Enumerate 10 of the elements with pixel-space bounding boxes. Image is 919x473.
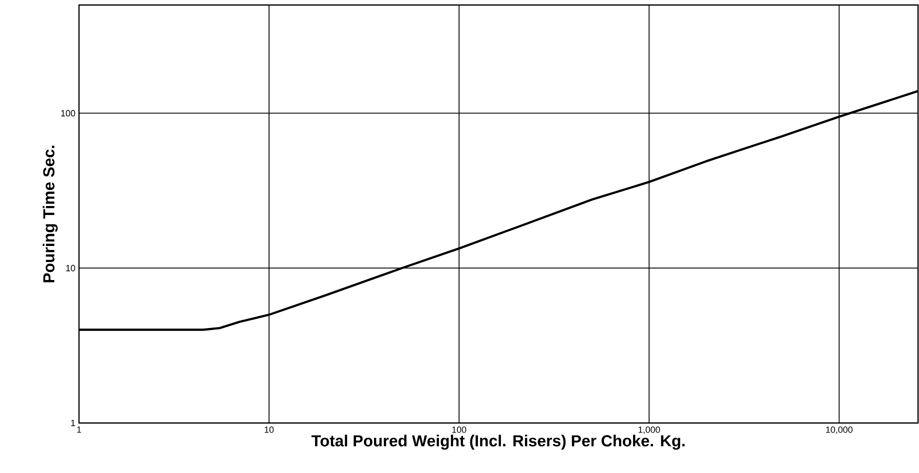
y-tick-label: 10 — [66, 264, 76, 272]
x-tick-label: 1 — [77, 426, 82, 433]
x-tick-label: 10 — [264, 426, 274, 433]
y-tick-label: 100 — [61, 110, 76, 116]
y-axis-title: Pouring Time Sec. — [42, 146, 58, 282]
y-tick-label: 1 — [71, 420, 76, 426]
x-axis-title: Total Poured Weight (Incl. Risers) Per Choke. Kg. — [312, 434, 685, 450]
x-tick-label: 1,000 — [638, 426, 660, 434]
x-tick-label: 100 — [452, 426, 466, 433]
x-tick-label: 10,000 — [826, 426, 853, 434]
